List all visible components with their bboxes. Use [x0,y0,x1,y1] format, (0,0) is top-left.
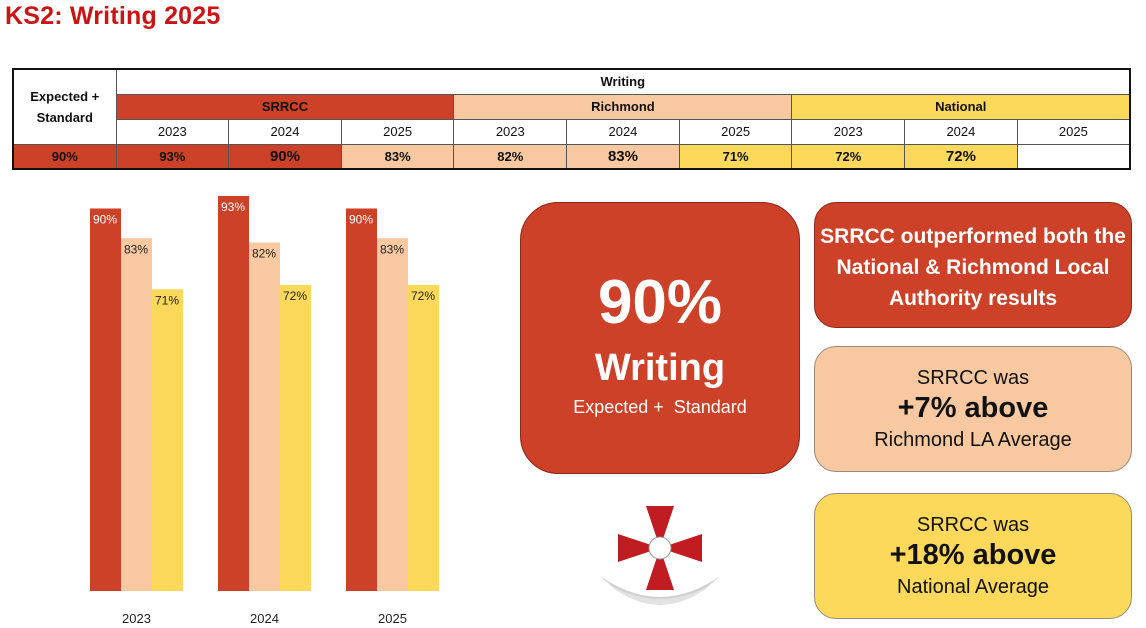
page-title: KS2: Writing 2025 [5,2,221,30]
year-cell: 2024 [904,118,1018,145]
group-header-richmond: Richmond [453,93,793,120]
richmond-callout-line3: Richmond LA Average [874,429,1072,451]
value-cell: 72% [791,143,906,170]
score-value: 90% [597,268,723,337]
value-cell: 93% [115,143,230,170]
bar-2025-series-2 [377,238,408,591]
bar-value-label: 90% [349,213,373,227]
year-cell: 2023 [791,118,906,145]
year-cell: 2025 [340,118,455,145]
value-cell: 90% [12,143,117,170]
value-cell: 72% [904,143,1018,170]
value-cell: 71% [678,143,793,170]
national-callout-difference: +18% above [889,539,1057,571]
value-cell: 83% [340,143,455,170]
national-callout-line1: SRRCC was [916,514,1030,536]
bar-chart: 90% 83% 71% 2023 93% 82% 72% 2024 90% 83% 72% 2025 [90,196,439,626]
value-cell: 83% [566,143,680,170]
bar-value-label: 90% [93,213,117,227]
bar-2024-series-1 [218,196,249,591]
x-tick-label: 2023 [122,611,151,626]
bar-2024-series-2 [249,242,280,591]
national-callout: SRRCC was +18% above National Average [814,493,1132,619]
results-table: Expected + Standard Writing SRRCC Richmo… [12,68,1131,170]
year-cell: 2025 [1016,118,1131,145]
bar-value-label: 93% [221,200,245,214]
bar-value-label: 72% [411,289,435,303]
score-subject: Writing [594,347,726,389]
group-header-national: National [791,93,1131,120]
bar-value-label: 83% [380,242,404,256]
year-cell: 2025 [678,118,793,145]
red-cross-crest-icon [600,506,720,605]
row-header: Expected + Standard [12,68,117,145]
bar-value-label: 71% [155,293,179,307]
year-cell: 2023 [115,118,230,145]
bar-2023-series-1 [90,208,121,591]
value-cell: 90% [228,143,342,170]
bar-2023-series-2 [121,238,152,591]
group-header-srrcc: SRRCC [115,93,455,120]
bar-2024-series-3 [280,285,311,591]
bar-2025-series-1 [346,208,377,591]
richmond-callout-line1: SRRCC was [916,367,1030,389]
subject-header: Writing [115,68,1131,95]
score-card: 90% Writing Expected + Standard [520,202,800,474]
bar-2025-series-3 [408,285,439,591]
national-callout-line3: National Average [897,576,1049,598]
bar-2023-series-3 [152,289,183,591]
richmond-callout-difference: +7% above [897,392,1049,424]
score-caption: Expected + Standard [573,397,747,417]
x-tick-label: 2025 [378,611,407,626]
bar-value-label: 83% [124,242,148,256]
bar-value-label: 72% [283,289,307,303]
year-cell: 2023 [453,118,568,145]
year-cell: 2024 [228,118,342,145]
outperformed-callout: SRRCC outperformed both the National & R… [814,202,1132,328]
year-cell: 2024 [566,118,680,145]
value-cell: 82% [453,143,568,170]
x-tick-label: 2024 [250,611,279,626]
bar-value-label: 82% [252,247,276,261]
richmond-callout: SRRCC was +7% above Richmond LA Average [814,346,1132,472]
